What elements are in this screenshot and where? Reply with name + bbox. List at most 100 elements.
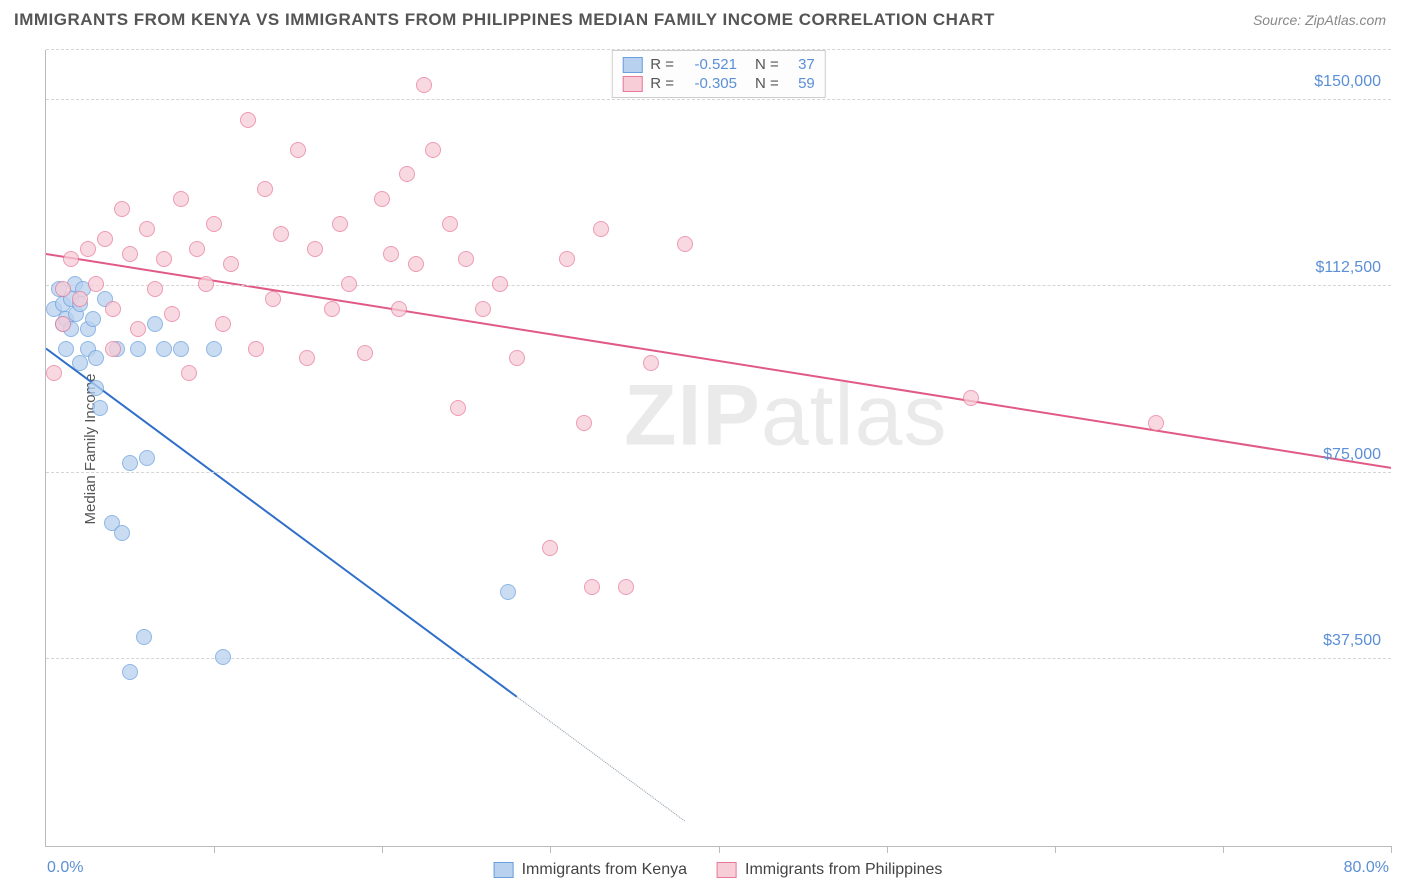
scatter-point [399,166,415,182]
scatter-point [122,455,138,471]
x-axis-start-label: 0.0% [47,859,83,877]
y-tick-label: $37,500 [1323,632,1381,650]
scatter-point [223,256,239,272]
scatter-point [425,142,441,158]
scatter-point [189,241,205,257]
x-tick [887,846,888,853]
scatter-point [80,241,96,257]
x-tick [1391,846,1392,853]
legend-swatch [622,76,642,92]
scatter-point [114,525,130,541]
stats-legend-row: R =-0.305N =59 [622,74,815,93]
scatter-point [458,251,474,267]
series-legend-item: Immigrants from Philippines [717,861,942,879]
scatter-point [500,584,516,600]
scatter-point [584,579,600,595]
stat-r-label: R = [650,75,674,92]
scatter-point [450,400,466,416]
stat-n-label: N = [755,75,779,92]
scatter-point [198,276,214,292]
scatter-point [173,341,189,357]
legend-swatch [717,862,737,878]
scatter-point [136,629,152,645]
scatter-point [408,256,424,272]
scatter-point [963,390,979,406]
x-tick [1055,846,1056,853]
scatter-point [374,191,390,207]
scatter-point [55,316,71,332]
gridline [46,472,1391,473]
x-tick [719,846,720,853]
scatter-point [559,251,575,267]
scatter-point [290,142,306,158]
scatter-point [442,216,458,232]
scatter-point [122,664,138,680]
scatter-point [416,77,432,93]
stat-r-value: -0.521 [682,56,737,73]
scatter-point [88,276,104,292]
chart-title: IMMIGRANTS FROM KENYA VS IMMIGRANTS FROM… [14,10,995,30]
scatter-point [181,365,197,381]
scatter-point [357,345,373,361]
legend-swatch [622,57,642,73]
scatter-point [257,181,273,197]
scatter-point [156,251,172,267]
scatter-point [130,321,146,337]
x-axis-end-label: 80.0% [1344,859,1389,877]
scatter-point [215,649,231,665]
x-tick [214,846,215,853]
source-attribution: Source: ZipAtlas.com [1253,12,1386,28]
scatter-point [576,415,592,431]
scatter-point [63,251,79,267]
scatter-point [593,221,609,237]
scatter-point [475,301,491,317]
series-legend-item: Immigrants from Kenya [494,861,687,879]
series-name: Immigrants from Philippines [745,861,942,879]
stats-legend-row: R = -0.521 N = 37 [622,55,815,74]
scatter-point [492,276,508,292]
scatter-point [88,380,104,396]
gridline [46,658,1391,659]
x-tick [382,846,383,853]
scatter-point [72,355,88,371]
watermark: ZIPatlas [624,367,947,466]
scatter-point [206,341,222,357]
scatter-point [114,201,130,217]
scatter-point [324,301,340,317]
scatter-point [391,301,407,317]
scatter-point [92,400,108,416]
scatter-point [206,216,222,232]
scatter-point [147,281,163,297]
legend-swatch [494,862,514,878]
scatter-point [299,350,315,366]
scatter-point [307,241,323,257]
stat-r-value: -0.305 [682,75,737,92]
scatter-point [643,355,659,371]
stat-r-label: R = [650,56,674,73]
trend-line-extrapolated [517,697,685,821]
scatter-point [677,236,693,252]
scatter-point [122,246,138,262]
scatter-point [55,281,71,297]
stat-n-value: 37 [787,56,815,73]
scatter-point [105,341,121,357]
scatter-point [240,112,256,128]
y-tick-label: $75,000 [1323,446,1381,464]
scatter-point [332,216,348,232]
gridline [46,285,1391,286]
scatter-point [46,365,62,381]
plot-region: ZIPatlas R =-0.521N =37R =-0.305N =59 $3… [45,50,1391,847]
gridline [46,99,1391,100]
stat-n-label: N = [755,56,779,73]
scatter-point [1148,415,1164,431]
stats-legend-box: R =-0.521N =37R =-0.305N =59 [611,50,826,98]
scatter-point [88,350,104,366]
scatter-point [72,291,88,307]
scatter-point [248,341,264,357]
scatter-point [97,231,113,247]
scatter-point [383,246,399,262]
scatter-point [58,341,74,357]
scatter-point [509,350,525,366]
scatter-point [139,450,155,466]
scatter-point [156,341,172,357]
